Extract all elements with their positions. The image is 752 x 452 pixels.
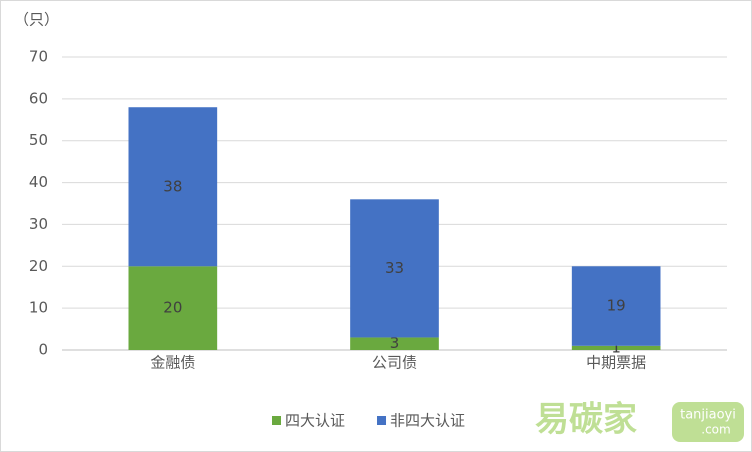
data-label: 3	[390, 334, 400, 352]
y-tick-label: 60	[29, 89, 48, 107]
y-tick-label: 10	[29, 299, 48, 317]
watermark: 易碳家 tanjiaoyi .com	[535, 400, 744, 442]
data-label: 19	[607, 297, 626, 315]
y-tick-label: 20	[29, 257, 48, 275]
bar-segment	[350, 337, 439, 350]
y-tick-label: 30	[29, 215, 48, 233]
bar-segment	[128, 107, 218, 267]
data-label: 33	[385, 259, 404, 277]
bar-segment	[350, 199, 439, 338]
legend-swatch	[377, 416, 387, 425]
data-label: 38	[163, 177, 182, 195]
y-tick-label: 50	[29, 131, 48, 149]
y-tick-label: 0	[38, 341, 48, 359]
legend-swatch	[272, 416, 281, 425]
bar-segment	[571, 345, 661, 350]
x-tick-label: 中期票据	[586, 354, 646, 372]
x-tick-label: 金融债	[150, 354, 195, 372]
bar-segment	[571, 266, 661, 346]
watermark-site: tanjiaoyi	[680, 408, 736, 423]
data-label: 1	[611, 338, 621, 356]
y-tick-label: 40	[29, 173, 48, 191]
y-tick-label: 70	[29, 48, 48, 66]
legend-label: 非四大认证	[390, 412, 465, 430]
bar-segment	[128, 266, 218, 350]
data-label: 20	[163, 299, 182, 317]
y-unit: （只）	[14, 11, 59, 29]
watermark-domain: .com	[701, 423, 730, 437]
watermark-brand: 易碳家	[535, 400, 637, 440]
watermark-badge	[672, 402, 744, 442]
x-tick-label: 公司债	[372, 354, 417, 372]
legend-label: 四大认证	[285, 412, 345, 430]
